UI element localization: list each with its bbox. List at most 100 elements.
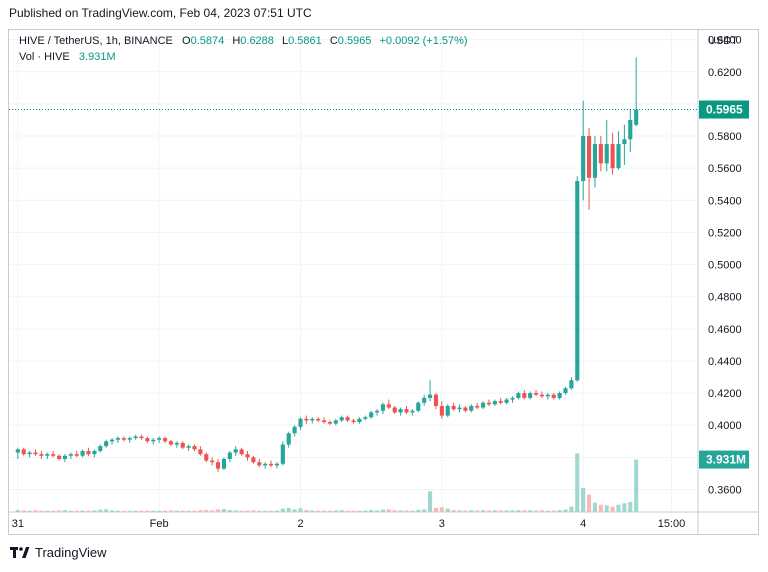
candle-body	[551, 394, 556, 398]
y-tick-label: 0.5400	[708, 195, 742, 207]
candle-body	[45, 454, 50, 456]
volume-bar	[433, 508, 439, 512]
candle-body	[592, 144, 598, 178]
volume-bar	[463, 510, 468, 512]
volume-bar	[80, 510, 85, 512]
volume-label[interactable]: Vol · HIVE	[19, 51, 70, 63]
volume-bar	[98, 509, 103, 512]
volume-bar	[251, 510, 256, 512]
candle-body	[522, 393, 527, 398]
volume-bar	[92, 510, 97, 512]
footer-brand-text[interactable]: TradingView	[35, 545, 107, 560]
volume-bar	[628, 502, 633, 512]
volume-bar	[392, 510, 397, 512]
candle-body	[492, 401, 497, 405]
volume-bar	[528, 510, 533, 512]
candle-body	[545, 394, 550, 397]
volume-bar	[498, 510, 503, 512]
volume-bar	[257, 510, 262, 512]
candle-body	[610, 144, 615, 169]
chart-frame	[8, 29, 759, 535]
volume-bar	[492, 510, 497, 512]
candle-body	[480, 402, 486, 408]
candle-body	[27, 452, 32, 455]
candle-body	[133, 436, 138, 439]
close-value: 0.5965	[337, 35, 372, 47]
candle-body	[433, 394, 439, 406]
volume-bar	[127, 510, 132, 512]
candle-body	[533, 393, 539, 395]
candle-body	[80, 450, 85, 456]
volume-bar	[168, 510, 174, 512]
candle-body	[486, 402, 492, 405]
volume-bar	[604, 505, 609, 512]
candle-body	[215, 462, 221, 469]
last-price-tag	[699, 100, 749, 119]
volume-bar	[210, 510, 215, 512]
low-label: L	[281, 35, 289, 47]
candle-body	[121, 438, 126, 440]
volume-bar	[316, 510, 321, 512]
volume-bar	[86, 510, 91, 512]
candle-body	[510, 397, 515, 400]
volume-bar	[398, 510, 403, 512]
candle-body	[457, 407, 462, 410]
x-tick-label: 2	[297, 518, 303, 530]
last-volume-tag	[699, 450, 749, 469]
candle-body	[333, 420, 338, 424]
x-tick-label: 15:00	[658, 518, 686, 530]
candle-body	[62, 455, 68, 459]
candle-body	[74, 454, 79, 456]
volume-bar	[227, 510, 232, 512]
volume-bar	[522, 510, 527, 512]
volume-bar	[162, 510, 168, 512]
candle-body	[557, 393, 562, 398]
volume-bar	[569, 506, 574, 512]
low-value: 0.5861	[288, 35, 322, 47]
candle-body	[345, 417, 350, 421]
candle-body	[245, 454, 250, 458]
candle-body	[463, 407, 468, 411]
volume-bar	[563, 509, 568, 512]
symbol-label[interactable]: HIVE / TetherUS, 1h, BINANCE	[19, 35, 173, 47]
candle-body	[204, 454, 209, 461]
candle-body	[469, 405, 474, 411]
volume-bar	[286, 508, 291, 512]
x-tick-label: Feb	[150, 518, 169, 530]
volume-bar	[263, 510, 268, 512]
candle-body	[198, 449, 203, 455]
volume-bar	[622, 503, 627, 512]
candles	[15, 57, 639, 472]
candle-body	[410, 410, 415, 413]
volume-bar	[539, 510, 545, 512]
volume-bar	[327, 510, 333, 512]
volume-bar	[21, 510, 26, 512]
candle-body	[563, 388, 568, 394]
volume-bar	[369, 510, 374, 512]
volume-bar	[469, 510, 474, 512]
candle-body	[386, 404, 391, 408]
candle-body	[604, 144, 609, 164]
y-tick-label: 0.4400	[708, 356, 742, 368]
candle-body	[398, 409, 403, 413]
candle-body	[86, 450, 91, 455]
volume-bars	[15, 453, 639, 512]
volume-bar	[581, 488, 586, 512]
volume-bar	[457, 510, 462, 512]
volume-bar	[310, 510, 315, 512]
candle-body	[374, 410, 380, 413]
candle-body	[339, 417, 344, 421]
candle-body	[439, 405, 444, 416]
candle-body	[139, 436, 144, 439]
volume-bar	[157, 510, 162, 512]
volume-bar	[504, 510, 509, 512]
candle-body	[321, 420, 327, 423]
y-tick-label: 0.5200	[708, 227, 742, 239]
candle-body	[327, 422, 333, 424]
candle-body	[622, 139, 627, 145]
candle-body	[310, 418, 315, 421]
candle-body	[168, 441, 174, 445]
volume-bar	[545, 510, 550, 512]
y-tick-label: 0.4200	[708, 388, 742, 400]
